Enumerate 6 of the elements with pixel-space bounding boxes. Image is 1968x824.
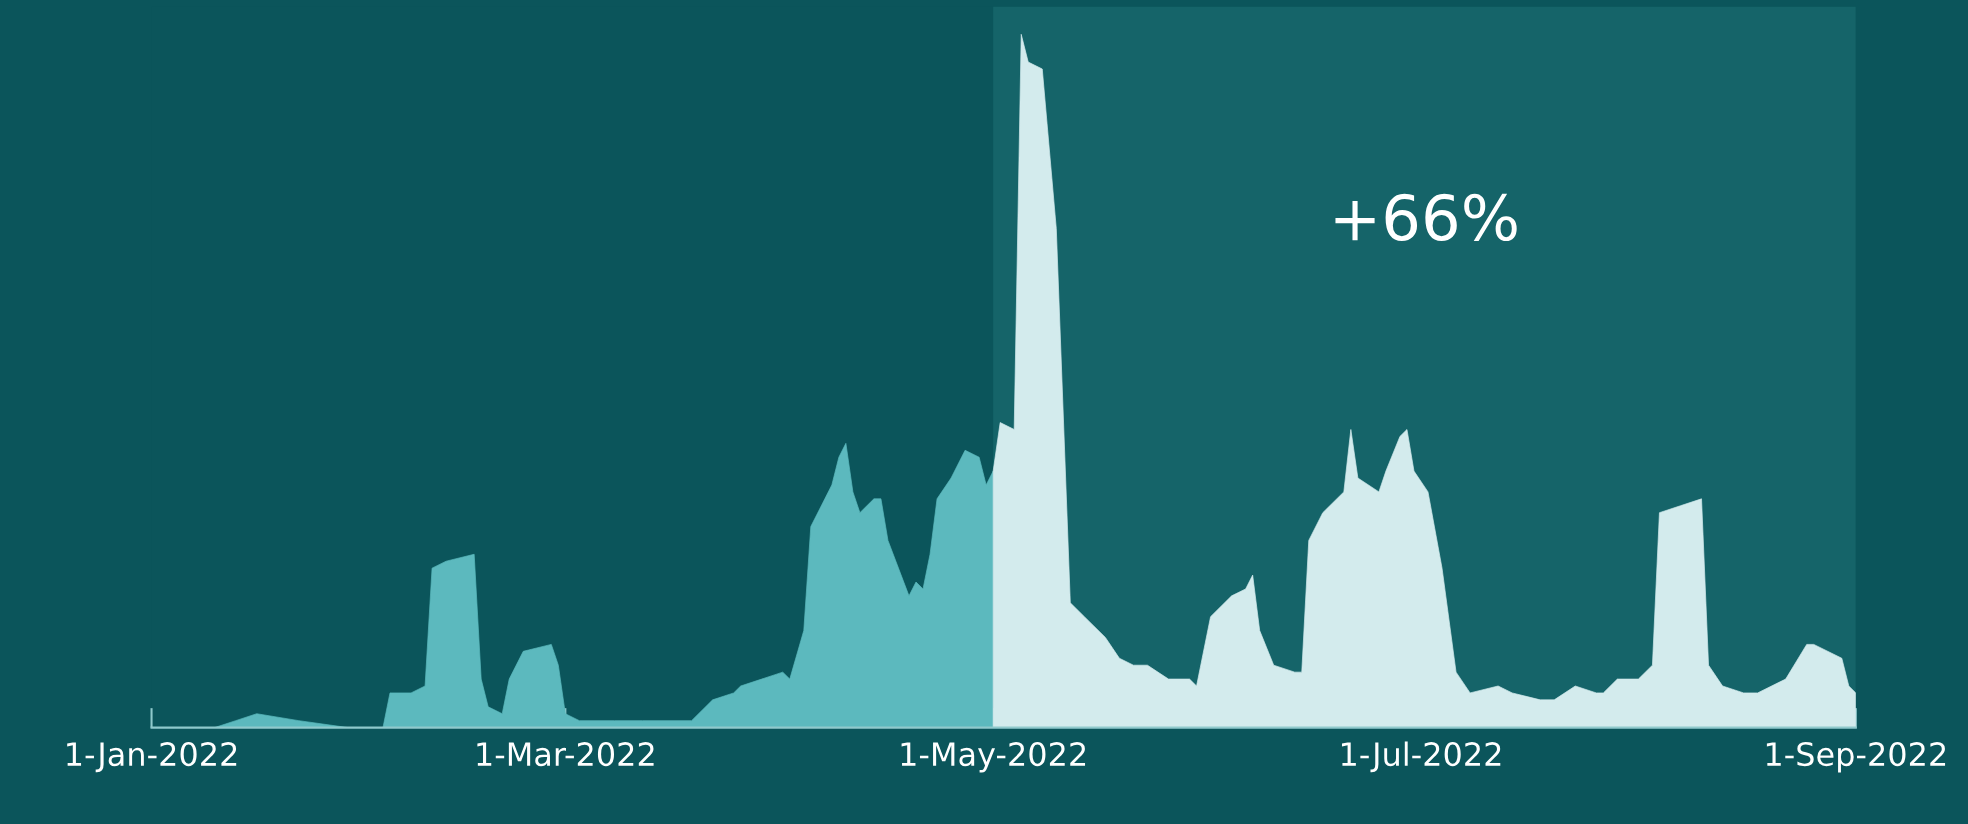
x-tick-label: 1-Jan-2022 — [67, 742, 237, 773]
x-tick-label: 1-Mar-2022 — [477, 742, 654, 767]
x-tick-label: 1-Jul-2022 — [1341, 741, 1501, 773]
x-tick-label: 1-Sep-2022 — [1766, 742, 1946, 773]
annotation: +66% — [1335, 193, 1517, 242]
x-tick-label: 1-May-2022 — [901, 742, 1086, 773]
